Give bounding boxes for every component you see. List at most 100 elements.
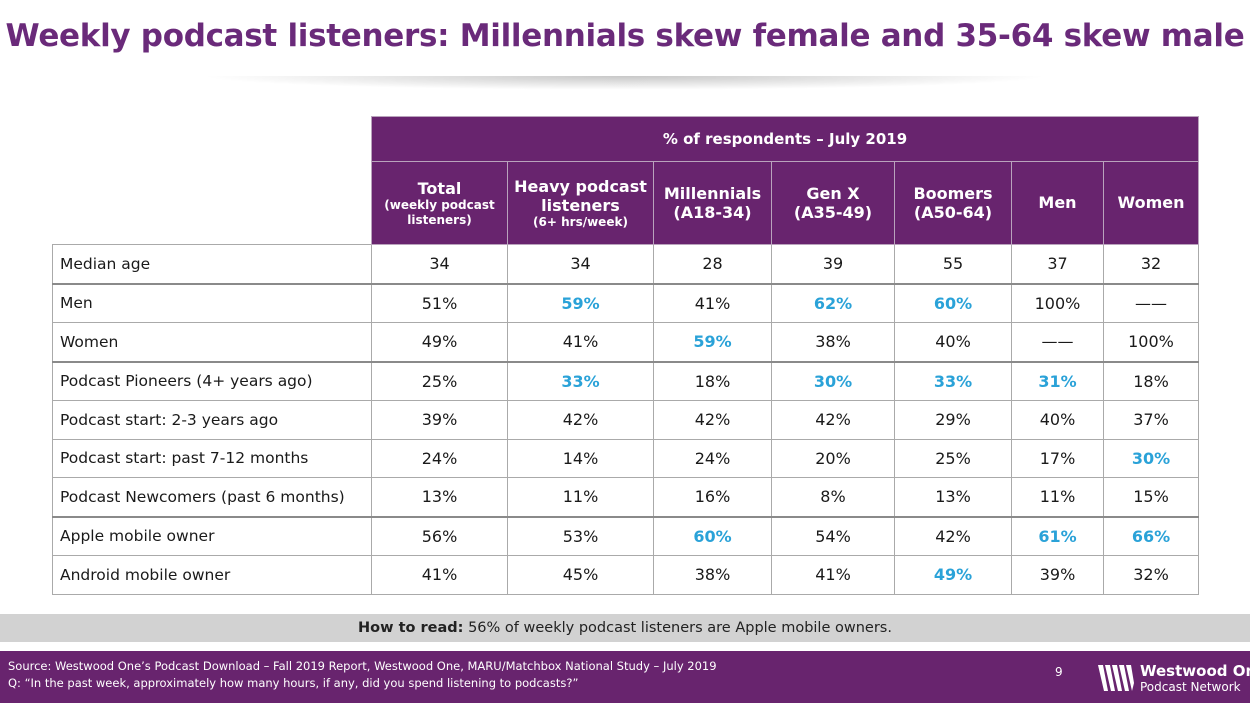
table-row: Apple mobile owner 56% 53% 60% 54% 42% 61% 66% — [52, 516, 1199, 556]
table-cell: 28 — [653, 244, 772, 285]
how-to-read-text: 56% of weekly podcast listeners are Appl… — [463, 620, 892, 636]
table-cell: 40% — [1011, 400, 1104, 440]
respondents-table: % of respondents – July 2019 Total (weekl… — [52, 116, 1199, 595]
table-cell: 30% — [1103, 438, 1199, 478]
table-cell: 34 — [507, 244, 654, 285]
table-row: Podcast Pioneers (4+ years ago) 25% 33% 18%… — [52, 361, 1199, 401]
column-header-title: Millennials — [663, 183, 762, 203]
table-cell: 66% — [1103, 516, 1199, 556]
row-label: Median age — [52, 244, 372, 285]
table-cell: 18% — [1103, 361, 1199, 401]
table-cell: 15% — [1103, 477, 1199, 518]
table-cell: 18% — [653, 361, 772, 401]
table-cell: 24% — [653, 438, 772, 478]
table-row: Men 51% 59% 41% 62% 60% 100% —— — [52, 283, 1199, 323]
footer: Source: Westwood One’s Podcast Download … — [0, 651, 1250, 703]
row-label: Women — [52, 322, 372, 363]
table-cell: 13% — [371, 477, 508, 518]
table-cell: 38% — [771, 322, 895, 363]
table-row: Median age 34 34 28 39 55 37 32 — [52, 244, 1199, 285]
column-header-title: Women — [1117, 193, 1185, 213]
column-header: Heavy podcast listeners (6+ hrs/week) — [507, 161, 654, 245]
row-label: Android mobile owner — [52, 555, 372, 595]
table-cell: 41% — [653, 283, 772, 323]
table-cell: 31% — [1011, 361, 1104, 401]
column-header: Gen X (A35-49) — [771, 161, 895, 245]
table-cell: 41% — [371, 555, 508, 595]
table-cell: 24% — [371, 438, 508, 478]
table-cell: 53% — [507, 516, 654, 556]
table-cell: 100% — [1103, 322, 1199, 363]
table-cell: 61% — [1011, 516, 1104, 556]
column-header-subtitle: (A18-34) — [673, 203, 752, 222]
column-header-subtitle: (A35-49) — [793, 203, 873, 222]
table-cell: 29% — [894, 400, 1012, 440]
column-header: Men — [1011, 161, 1104, 245]
column-header-subtitle: (6+ hrs/week) — [533, 214, 628, 229]
table-cell: 11% — [1011, 477, 1104, 518]
row-label: Podcast Pioneers (4+ years ago) — [52, 361, 372, 401]
table-cell: 38% — [653, 555, 772, 595]
row-label: Podcast start: past 7-12 months — [52, 438, 372, 478]
table-cell: 59% — [507, 283, 654, 323]
row-label: Podcast Newcomers (past 6 months) — [52, 477, 372, 518]
column-header: Millennials (A18-34) — [653, 161, 772, 245]
table-cell: 41% — [771, 555, 895, 595]
table-cell: 49% — [894, 555, 1012, 595]
column-header-subtitle: (weekly podcast listeners) — [384, 198, 495, 227]
table-cell: 55 — [894, 244, 1012, 285]
column-header: Women — [1103, 161, 1199, 245]
column-header-title: Boomers — [913, 183, 993, 203]
table-cell: 62% — [771, 283, 895, 323]
table-cell: 60% — [653, 516, 772, 556]
table-cell: 25% — [894, 438, 1012, 478]
source-note: Source: Westwood One’s Podcast Download … — [8, 658, 717, 692]
column-header-title: Gen X — [806, 183, 860, 203]
table-cell: 11% — [507, 477, 654, 518]
table-cell: 41% — [507, 322, 654, 363]
table-cell: 42% — [507, 400, 654, 440]
table-row: Podcast Newcomers (past 6 months) 13% 11% 1… — [52, 477, 1199, 518]
table-cell: 56% — [371, 516, 508, 556]
logo-wordmark: Westwood One — [1140, 662, 1250, 680]
table-cell: 42% — [771, 400, 895, 440]
how-to-read-label: How to read: — [358, 620, 464, 636]
row-label: Podcast start: 2-3 years ago — [52, 400, 372, 440]
table-cell: 60% — [894, 283, 1012, 323]
westwood-one-logo: Westwood One Podcast Network — [1098, 659, 1250, 697]
table-cell: 37 — [1011, 244, 1104, 285]
column-header: Total (weekly podcast listeners) — [371, 161, 508, 245]
table-cell: 42% — [894, 516, 1012, 556]
column-header-title: Heavy podcast listeners — [514, 176, 647, 215]
table-cell: 39% — [1011, 555, 1104, 595]
table-cell: 33% — [507, 361, 654, 401]
waveform-logo-icon — [1098, 665, 1134, 691]
table-cell: 100% — [1011, 283, 1104, 323]
source-line: Source: Westwood One’s Podcast Download … — [8, 659, 717, 673]
page-number: 9 — [1055, 665, 1063, 679]
column-header: Boomers (A50-64) — [894, 161, 1012, 245]
table-cell: 45% — [507, 555, 654, 595]
table-cell: 13% — [894, 477, 1012, 518]
table-cell: 20% — [771, 438, 895, 478]
how-to-read-bar: How to read: 56% of weekly podcast liste… — [0, 614, 1250, 642]
table-row: Android mobile owner 41% 45% 38% 41% 49% 39% 32… — [52, 555, 1199, 595]
table-cell: —— — [1011, 322, 1104, 363]
column-header-subtitle: (A50-64) — [913, 203, 993, 222]
column-header-title: Men — [1038, 193, 1077, 213]
column-header-title: Total — [417, 179, 462, 199]
table-cell: 16% — [653, 477, 772, 518]
table-cell: 59% — [653, 322, 772, 363]
table-cell: 42% — [653, 400, 772, 440]
table-cell: 34 — [371, 244, 508, 285]
title-shadow-divider — [200, 76, 1050, 90]
table-cell: 17% — [1011, 438, 1104, 478]
table-cell: 39 — [771, 244, 895, 285]
table-row: Women 49% 41% 59% 38% 40% —— 100% — [52, 322, 1199, 363]
table-cell: 32% — [1103, 555, 1199, 595]
table-row: Podcast start: 2-3 years ago 39% 42% 42% 42%… — [52, 400, 1199, 440]
question-line: Q: “In the past week, approximately how … — [8, 676, 579, 690]
table-cell: 14% — [507, 438, 654, 478]
table-cell: 32 — [1103, 244, 1199, 285]
table-cell: 39% — [371, 400, 508, 440]
